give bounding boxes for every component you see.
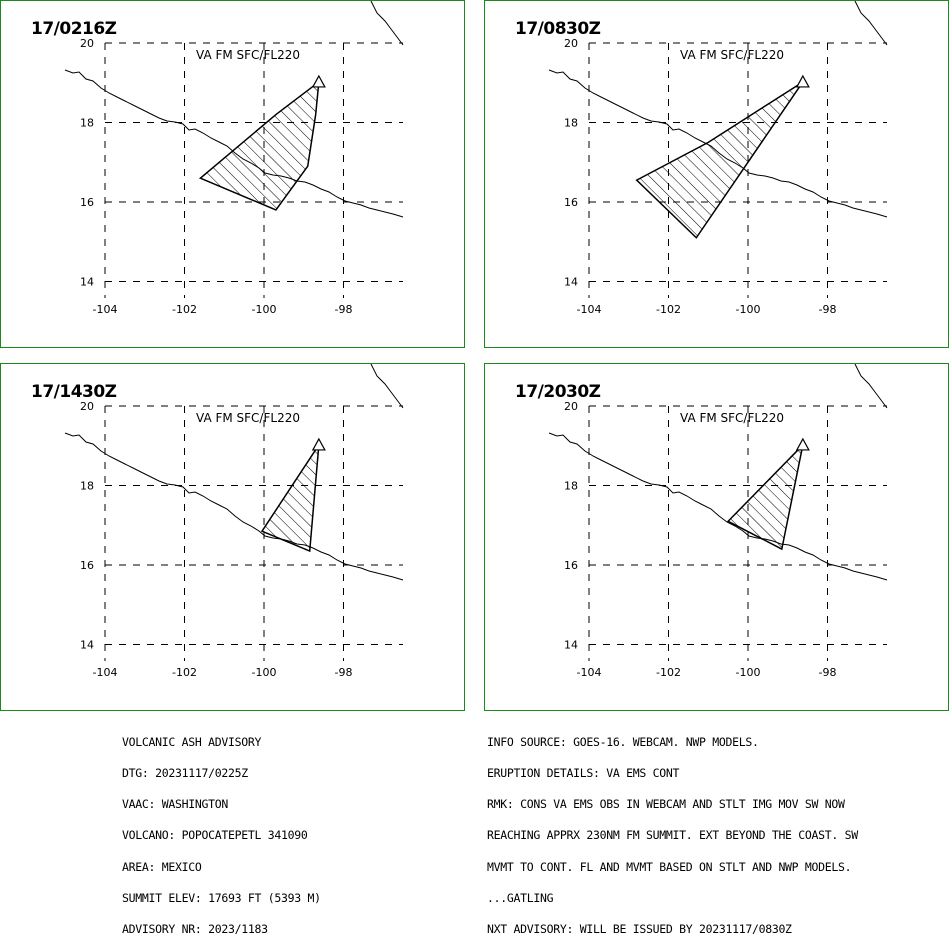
ash-cloud-polygon: [198, 80, 320, 211]
advisory-line: RMK: CONS VA EMS OBS IN WEBCAM AND STLT …: [487, 797, 845, 812]
advisory-line: ADVISORY NR: 2023/1183: [122, 922, 268, 937]
lon-tick-label: -98: [819, 666, 837, 679]
advisory-line: VAAC: WASHINGTON: [122, 797, 228, 812]
level-label: VA FM SFC/FL220: [196, 411, 300, 425]
lat-tick-label: 20: [564, 37, 578, 50]
map-panel-4: 20 18 16 14 -104 -102 -100 -98 17/2030Z VA FM S…: [484, 363, 949, 711]
volcano-icon: [795, 437, 810, 451]
volcano-icon: [311, 74, 326, 88]
level-label: VA FM SFC/FL220: [680, 411, 784, 425]
advisory-line: NXT ADVISORY: WILL BE ISSUED BY 20231117…: [487, 922, 792, 937]
coastline: [64, 432, 404, 581]
map-panel-1: 20 18 16 14 -104 -102 -100 -98 17/0216Z VA FM S…: [0, 0, 465, 348]
level-label: VA FM SFC/FL220: [196, 48, 300, 62]
lat-tick-label: 16: [80, 559, 94, 572]
coastline: [64, 69, 404, 218]
boundary-line: [370, 364, 404, 409]
ash-cloud-polygon: [635, 81, 804, 239]
graticule: [588, 405, 887, 661]
lat-tick-label: 20: [80, 400, 94, 413]
advisory-line: MVMT TO CONT. FL AND MVMT BASED ON STLT …: [487, 859, 852, 874]
map-canvas: 20 18 16 14 -104 -102 -100 -98: [548, 364, 888, 679]
map-canvas: 20 18 16 14 -104 -102 -100 -98: [64, 364, 404, 679]
map-canvas: 20 18 16 14 -104 -102 -100 -98: [64, 1, 404, 316]
panel-time: 17/0830Z: [515, 19, 601, 39]
graticule: [104, 405, 403, 661]
ash-cloud-polygon: [260, 444, 320, 553]
map-canvas: 20 18 16 14 -104 -102 -100 -98: [548, 1, 888, 316]
lon-tick-label: -102: [172, 666, 197, 679]
boundary-line: [370, 1, 404, 46]
panel-time: 17/2030Z: [515, 382, 601, 402]
coastline: [548, 432, 888, 581]
volcano-icon: [311, 437, 326, 451]
lat-tick-label: 16: [80, 196, 94, 209]
lon-tick-label: -102: [172, 303, 197, 316]
volcano-icon: [795, 74, 810, 88]
lon-tick-label: -104: [93, 666, 118, 679]
lat-tick-label: 20: [564, 400, 578, 413]
map-panel-2: 20 18 16 14 -104 -102 -100 -98 17/0830Z VA FM S…: [484, 0, 949, 348]
lat-tick-label: 18: [80, 480, 94, 493]
lat-tick-label: 14: [564, 639, 578, 652]
advisory-line: REACHING APPRX 230NM FM SUMMIT. EXT BEYO…: [487, 828, 858, 843]
panel-time: 17/1430Z: [31, 382, 117, 402]
ash-cloud-polygon: [726, 442, 805, 551]
map-panel-3: 20 18 16 14 -104 -102 -100 -98 17/1430Z VA FM S…: [0, 363, 465, 711]
advisory-line: VOLCANO: POPOCATEPETL 341090: [122, 828, 308, 843]
advisory-line: SUMMIT ELEV: 17693 FT (5393 M): [122, 890, 321, 905]
lon-tick-label: -102: [656, 303, 681, 316]
lon-tick-label: -102: [656, 666, 681, 679]
lat-tick-label: 18: [80, 117, 94, 130]
lon-tick-label: -98: [819, 303, 837, 316]
panel-time: 17/0216Z: [31, 19, 117, 39]
lat-tick-label: 18: [564, 480, 578, 493]
lon-tick-label: -98: [335, 666, 353, 679]
lon-tick-label: -104: [93, 303, 118, 316]
lon-tick-label: -104: [577, 303, 602, 316]
advisory-line: AREA: MEXICO: [122, 859, 202, 874]
lat-tick-label: 20: [80, 37, 94, 50]
advisory-line: VOLCANIC ASH ADVISORY: [122, 734, 262, 749]
advisory-line: ERUPTION DETAILS: VA EMS CONT: [487, 766, 680, 781]
boundary-line: [854, 364, 888, 409]
advisory-line: INFO SOURCE: GOES-16. WEBCAM. NWP MODELS…: [487, 734, 759, 749]
advisory-line: DTG: 20231117/0225Z: [122, 766, 248, 781]
lat-tick-label: 14: [80, 639, 94, 652]
lon-tick-label: -104: [577, 666, 602, 679]
lat-tick-label: 16: [564, 196, 578, 209]
lat-tick-label: 14: [80, 276, 94, 289]
lon-tick-label: -100: [252, 666, 277, 679]
lat-tick-label: 16: [564, 559, 578, 572]
lat-tick-label: 14: [564, 276, 578, 289]
lon-tick-label: -98: [335, 303, 353, 316]
advisory-line: ...GATLING: [487, 890, 554, 905]
level-label: VA FM SFC/FL220: [680, 48, 784, 62]
lon-tick-label: -100: [736, 303, 761, 316]
lon-tick-label: -100: [252, 303, 277, 316]
advisory-remarks-block: INFO SOURCE: GOES-16. WEBCAM. NWP MODELS…: [487, 716, 858, 945]
lon-tick-label: -100: [736, 666, 761, 679]
boundary-line: [854, 1, 888, 46]
lat-tick-label: 18: [564, 117, 578, 130]
advisory-header-block: VOLCANIC ASH ADVISORY DTG: 20231117/0225…: [122, 716, 321, 945]
